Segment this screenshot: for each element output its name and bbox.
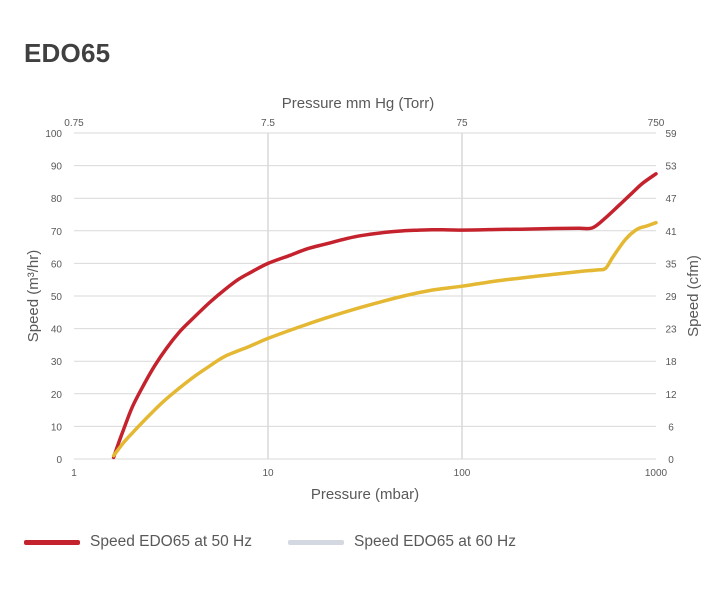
x-tick-label: 1 xyxy=(71,468,77,479)
y2-tick-label: 6 xyxy=(668,422,674,433)
y2-tick-label: 41 xyxy=(665,227,677,238)
legend-item-50hz: Speed EDO65 at 50 Hz xyxy=(24,533,252,551)
x-axis-title: Pressure (mbar) xyxy=(311,486,419,503)
legend-swatch-60hz xyxy=(288,539,344,545)
y-tick-label: 0 xyxy=(56,455,62,466)
legend-label-50hz: Speed EDO65 at 50 Hz xyxy=(90,533,252,550)
y-tick-label: 50 xyxy=(51,292,63,303)
legend: Speed EDO65 at 50 Hz Speed EDO65 at 60 H… xyxy=(24,533,552,551)
y2-tick-label: 0 xyxy=(668,455,674,466)
y2-tick-label: 12 xyxy=(665,390,677,401)
legend-item-60hz: Speed EDO65 at 60 Hz xyxy=(288,533,516,551)
x-tick-label: 10 xyxy=(262,468,274,479)
y-tick-label: 40 xyxy=(51,325,63,336)
y2-tick-label: 29 xyxy=(665,292,677,303)
chart-title: EDO65 xyxy=(24,38,111,68)
y-tick-label: 70 xyxy=(51,227,63,238)
y-tick-label: 80 xyxy=(51,194,63,205)
grid-layer xyxy=(74,132,656,460)
x-tick-label: 100 xyxy=(454,468,471,479)
x2-tick-label: 0.75 xyxy=(64,118,84,129)
y-tick-label: 10 xyxy=(51,422,63,433)
y2-tick-label: 18 xyxy=(665,357,677,368)
y-tick-label: 20 xyxy=(51,390,63,401)
y-tick-label: 60 xyxy=(51,259,63,270)
x2-axis-title: Pressure mm Hg (Torr) xyxy=(282,95,435,112)
series-line-60hz xyxy=(111,220,658,458)
y2-tick-label: 59 xyxy=(665,129,677,140)
series-layer xyxy=(111,172,658,460)
y2-axis-title: Speed (cfm) xyxy=(685,255,702,337)
y2-tick-label: 47 xyxy=(665,194,677,205)
series-line-50hz xyxy=(111,172,658,460)
y2-tick-label: 35 xyxy=(665,259,677,270)
y-tick-label: 100 xyxy=(45,129,62,140)
y-tick-label: 30 xyxy=(51,357,63,368)
x-tick-label: 1000 xyxy=(645,468,668,479)
x2-tick-label: 750 xyxy=(648,118,665,129)
y2-tick-label: 23 xyxy=(665,325,677,336)
x2-tick-label: 75 xyxy=(456,118,468,129)
y-tick-label: 90 xyxy=(51,162,63,173)
legend-label-60hz: Speed EDO65 at 60 Hz xyxy=(354,533,516,550)
legend-swatch-50hz xyxy=(24,539,80,545)
y2-tick-label: 53 xyxy=(665,162,677,173)
y-axis-title: Speed (m³/hr) xyxy=(25,250,42,343)
x2-tick-label: 7.5 xyxy=(261,118,275,129)
